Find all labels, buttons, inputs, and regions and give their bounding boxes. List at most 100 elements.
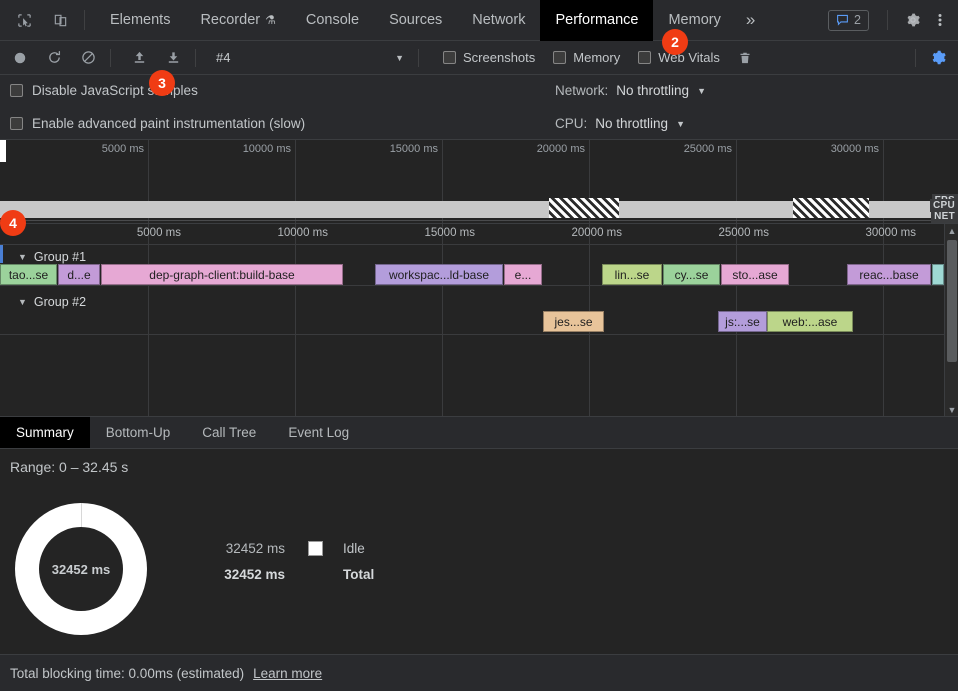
delete-recording-trash-icon[interactable] — [732, 45, 758, 71]
scroll-down-arrow-icon[interactable]: ▼ — [947, 405, 957, 415]
settings-gear-icon[interactable] — [898, 5, 928, 35]
device-toolbar-icon[interactable] — [46, 6, 74, 34]
overview-tick — [442, 140, 443, 223]
net-baseline — [0, 220, 938, 221]
flame-divider — [0, 244, 944, 245]
cpu-throttling-select[interactable]: No throttling ▼ — [595, 116, 685, 131]
tab-event-log[interactable]: Event Log — [272, 417, 365, 448]
flame-bar[interactable]: dep-graph-client:build-base — [101, 264, 343, 285]
flame-chart-scrollbar[interactable]: ▲ ▼ — [944, 224, 958, 416]
flame-bar[interactable] — [932, 264, 944, 285]
controls-divider-1 — [110, 48, 111, 67]
setting-advanced-paint-instrumentation[interactable]: Enable advanced paint instrumentation (s… — [10, 116, 305, 131]
cpu-hatch-region — [793, 198, 869, 218]
cpu-track-label: CPU — [929, 199, 958, 212]
flame-bar[interactable]: cy...se — [663, 264, 720, 285]
scroll-up-arrow-icon[interactable]: ▲ — [947, 226, 957, 236]
flame-divider — [0, 334, 944, 335]
overview-tick — [883, 140, 884, 223]
profile-history-select[interactable]: #4 ▼ — [210, 47, 410, 69]
controls-divider-2 — [195, 48, 196, 67]
chevron-down-icon: ▼ — [18, 251, 27, 262]
annotation-badge-4: 4 — [0, 210, 26, 236]
controls-divider-4 — [915, 48, 916, 67]
tab-summary[interactable]: Summary — [0, 417, 90, 448]
chevron-down-icon: ▼ — [395, 52, 404, 63]
flame-group-header-1[interactable]: ▼ Group #1 — [0, 247, 86, 266]
flame-tick-label: 5000 ms — [136, 227, 181, 239]
network-throttling-select[interactable]: No throttling ▼ — [616, 83, 706, 98]
overview-tick-label: 25000 ms — [683, 143, 732, 155]
flame-bar[interactable]: workspac...ld-base — [375, 264, 503, 285]
flame-bar[interactable]: js:...se — [718, 311, 767, 332]
legend-row-total: 32452 ms Total — [205, 561, 374, 587]
tab-label: Event Log — [288, 425, 350, 440]
flame-bar[interactable]: sto...ase — [721, 264, 789, 285]
flame-tick — [883, 224, 884, 416]
save-profile-icon[interactable] — [159, 44, 187, 72]
network-throttling-value: No throttling — [616, 83, 690, 98]
tab-sources[interactable]: Sources — [374, 0, 457, 41]
legend-row-idle[interactable]: 32452 ms Idle — [205, 535, 374, 561]
capture-settings-pane: Disable JavaScript samples Enable advanc… — [0, 75, 958, 140]
inspect-element-icon[interactable] — [10, 6, 38, 34]
tab-network[interactable]: Network — [457, 0, 540, 41]
tab-recorder[interactable]: Recorder ⚗ — [185, 0, 290, 41]
flame-tick-label: 20000 ms — [571, 227, 622, 239]
flame-bar[interactable]: reac...base — [847, 264, 931, 285]
tab-call-tree[interactable]: Call Tree — [186, 417, 272, 448]
tabbar-right-controls: 2 — [828, 0, 958, 41]
flame-group-header-2[interactable]: ▼ Group #2 — [0, 292, 86, 311]
tab-bottom-up[interactable]: Bottom-Up — [90, 417, 187, 448]
flame-bar[interactable]: jes...se — [543, 311, 604, 332]
capture-settings-gear-icon[interactable] — [924, 44, 952, 72]
flame-divider — [0, 285, 944, 286]
overview-fps-track: FPS — [0, 162, 958, 207]
overview-tick — [148, 140, 149, 223]
checkbox-screenshots[interactable]: Screenshots — [443, 50, 535, 65]
summary-panel: Range: 0 – 32.45 s 32452 ms 32452 ms Idl… — [0, 449, 958, 654]
tab-label: Bottom-Up — [105, 425, 171, 440]
issues-counter[interactable]: 2 — [828, 9, 869, 31]
flame-bar[interactable]: web:...ase — [767, 311, 853, 332]
tab-memory[interactable]: Memory — [653, 0, 735, 41]
chevron-down-icon: ▼ — [18, 296, 27, 307]
tab-performance[interactable]: Performance — [540, 0, 654, 41]
experiment-flask-icon: ⚗ — [265, 13, 276, 27]
flame-tick — [442, 224, 443, 416]
legend-name: Total — [343, 566, 375, 582]
more-options-kebab-icon[interactable] — [928, 5, 952, 35]
flame-tick-label: 15000 ms — [424, 227, 475, 239]
flame-bar[interactable]: tao...se — [0, 264, 57, 285]
timeline-overview[interactable]: 5000 ms 10000 ms 15000 ms 20000 ms 25000 ms 3… — [0, 140, 958, 223]
flame-bar[interactable]: e... — [504, 264, 542, 285]
donut-center-value: 32452 ms — [39, 527, 123, 611]
load-profile-icon[interactable] — [125, 44, 153, 72]
flame-tick-label: 30000 ms — [865, 227, 916, 239]
legend-swatch — [308, 540, 323, 556]
overview-tick-label: 20000 ms — [536, 143, 585, 155]
flame-bar[interactable]: d...e — [58, 264, 100, 285]
tab-elements[interactable]: Elements — [95, 0, 185, 41]
more-tabs-icon[interactable]: » — [745, 10, 756, 29]
flame-bar[interactable]: lin...se — [602, 264, 662, 285]
flame-chart[interactable]: 5000 ms 10000 ms 15000 ms 20000 ms 25000 ms 3… — [0, 223, 958, 416]
overview-window-left-handle[interactable] — [0, 140, 6, 162]
reload-and-record-icon[interactable] — [40, 44, 68, 72]
checkbox-memory[interactable]: Memory — [553, 50, 620, 65]
scrollbar-thumb[interactable] — [947, 240, 957, 362]
flame-tick-label: 25000 ms — [718, 227, 769, 239]
detail-tabs: Summary Bottom-Up Call Tree Event Log — [0, 416, 958, 449]
flame-tick-label: 10000 ms — [277, 227, 328, 239]
flame-group-label: Group #2 — [33, 294, 87, 309]
tab-console[interactable]: Console — [291, 0, 374, 41]
tab-label: Console — [305, 12, 360, 28]
overview-tick — [295, 140, 296, 223]
record-button-icon[interactable] — [6, 44, 34, 72]
checkbox-box — [10, 84, 23, 97]
profile-history-value: #4 — [216, 50, 231, 65]
learn-more-link[interactable]: Learn more — [253, 665, 323, 681]
clear-button-icon[interactable] — [74, 44, 102, 72]
checkbox-label: Memory — [573, 50, 621, 65]
checkbox-label: Screenshots — [463, 50, 536, 65]
